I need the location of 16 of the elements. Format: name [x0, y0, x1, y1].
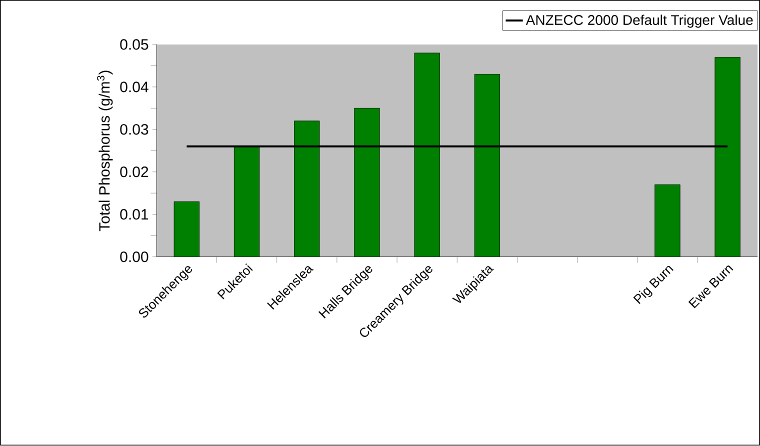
bar: [354, 108, 380, 258]
bar: [234, 146, 260, 258]
y-tick-label: 0.00: [120, 252, 148, 262]
y-tick-label: 0.02: [120, 166, 148, 178]
bar: [174, 202, 200, 258]
bar: [654, 184, 680, 258]
bar: [414, 53, 440, 258]
y-tick-label: 0.04: [120, 82, 148, 92]
y-axis-title: Total Phosphorus (g/m$^{3}$): [97, 70, 113, 232]
bar: [294, 121, 320, 258]
y-tick-label: 0.01: [120, 209, 148, 220]
y-tick-label: 0.03: [120, 124, 148, 135]
legend-label: ANZECC 2000 Default Trigger Value: [526, 14, 753, 28]
bar: [714, 57, 740, 258]
y-tick-label: 0.05: [120, 39, 148, 50]
bar: [474, 74, 500, 258]
